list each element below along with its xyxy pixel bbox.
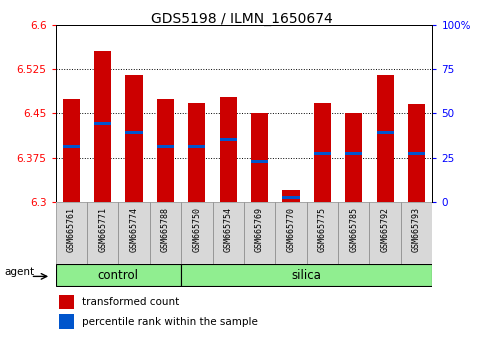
Text: GSM665754: GSM665754	[224, 207, 233, 252]
Text: silica: silica	[292, 269, 322, 282]
Bar	[369, 202, 401, 264]
Text: GSM665793: GSM665793	[412, 207, 421, 252]
Bar	[150, 202, 181, 264]
Bar	[345, 113, 362, 202]
Bar	[63, 98, 80, 202]
Text: GSM665750: GSM665750	[192, 207, 201, 252]
Text: GSM665775: GSM665775	[318, 207, 327, 252]
Text: GSM665770: GSM665770	[286, 207, 296, 252]
Bar	[220, 138, 237, 141]
Bar	[56, 264, 181, 286]
Bar	[251, 160, 268, 163]
Bar	[408, 152, 425, 155]
Text: GSM665788: GSM665788	[161, 207, 170, 252]
Bar	[338, 202, 369, 264]
Text: GDS5198 / ILMN_1650674: GDS5198 / ILMN_1650674	[151, 12, 332, 27]
Text: GSM665761: GSM665761	[67, 207, 76, 252]
Bar	[59, 314, 74, 329]
Text: agent: agent	[4, 268, 35, 278]
Bar	[126, 75, 142, 202]
Bar	[188, 145, 205, 148]
Text: percentile rank within the sample: percentile rank within the sample	[82, 317, 258, 327]
Bar	[275, 202, 307, 264]
Bar	[118, 202, 150, 264]
Bar	[94, 51, 111, 202]
Text: GSM665774: GSM665774	[129, 207, 139, 252]
Bar	[251, 113, 268, 202]
Bar	[244, 202, 275, 264]
Bar	[181, 202, 213, 264]
Bar	[157, 98, 174, 202]
Bar	[87, 202, 118, 264]
Bar	[213, 202, 244, 264]
Bar	[377, 131, 394, 134]
Bar	[408, 104, 425, 202]
Text: transformed count: transformed count	[82, 297, 179, 307]
Bar	[56, 202, 87, 264]
Text: GSM665769: GSM665769	[255, 207, 264, 252]
Bar	[126, 131, 142, 134]
Bar	[181, 264, 432, 286]
Bar	[59, 295, 74, 309]
Bar	[307, 202, 338, 264]
Bar	[345, 152, 362, 155]
Text: GSM665785: GSM665785	[349, 207, 358, 252]
Bar	[94, 122, 111, 125]
Bar	[314, 103, 331, 202]
Bar	[283, 196, 299, 199]
Bar	[220, 97, 237, 202]
Bar	[377, 75, 394, 202]
Text: control: control	[98, 269, 139, 282]
Bar	[401, 202, 432, 264]
Bar	[283, 190, 299, 202]
Bar	[157, 145, 174, 148]
Text: GSM665792: GSM665792	[381, 207, 390, 252]
Bar	[314, 152, 331, 155]
Text: GSM665771: GSM665771	[98, 207, 107, 252]
Bar	[63, 145, 80, 148]
Bar	[188, 103, 205, 202]
